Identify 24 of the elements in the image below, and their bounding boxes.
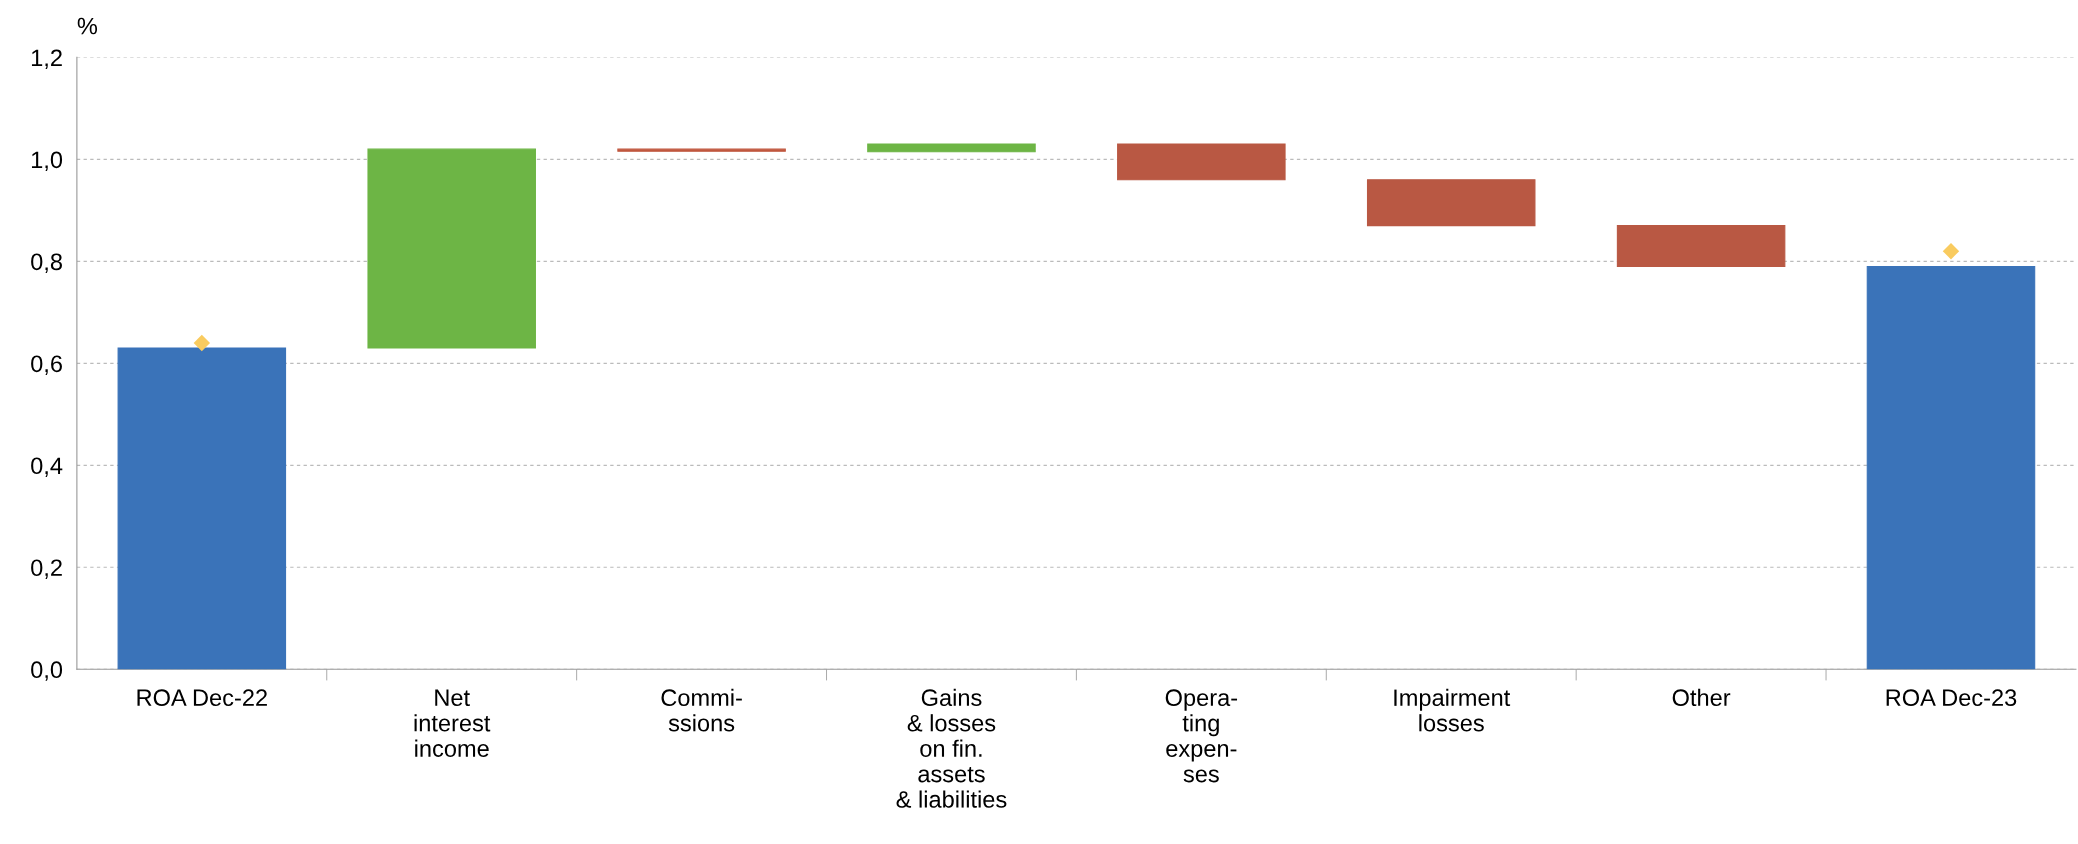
x-tick-label: Other: [1672, 688, 1731, 707]
bar: [1366, 179, 1536, 227]
y-tick-label: 0,2: [31, 559, 62, 579]
x-tick-label: Commi- ssions: [661, 688, 742, 732]
y-axis-title: %: [77, 17, 98, 35]
x-tick-label: ROA Dec-22: [137, 689, 267, 707]
y-tick-label: 0,8: [31, 253, 62, 273]
bar: [617, 148, 786, 152]
y-tick-label: 1,2: [31, 49, 62, 69]
bar: [1117, 143, 1286, 181]
y-tick-label: 0,6: [31, 355, 62, 375]
y-tick-label: 0,4: [31, 457, 63, 477]
y-tick-label: 1,0: [31, 151, 63, 171]
x-tick-label: Opera- ting expen- ses: [1165, 689, 1238, 783]
bar: [867, 143, 1036, 153]
x-tick-label: Gains & losses on fin. assets & liabilities: [896, 688, 1007, 808]
bar: [1616, 225, 1786, 268]
bar: [117, 347, 287, 670]
x-tick-label: ROA Dec-23: [1886, 689, 2017, 707]
x-tick-label: Net interest income: [414, 689, 491, 757]
y-tick-label: 0,0: [31, 661, 63, 681]
x-tick-label: Impairment losses: [1394, 688, 1511, 732]
bar: [367, 148, 536, 349]
bar: [1866, 265, 2036, 670]
